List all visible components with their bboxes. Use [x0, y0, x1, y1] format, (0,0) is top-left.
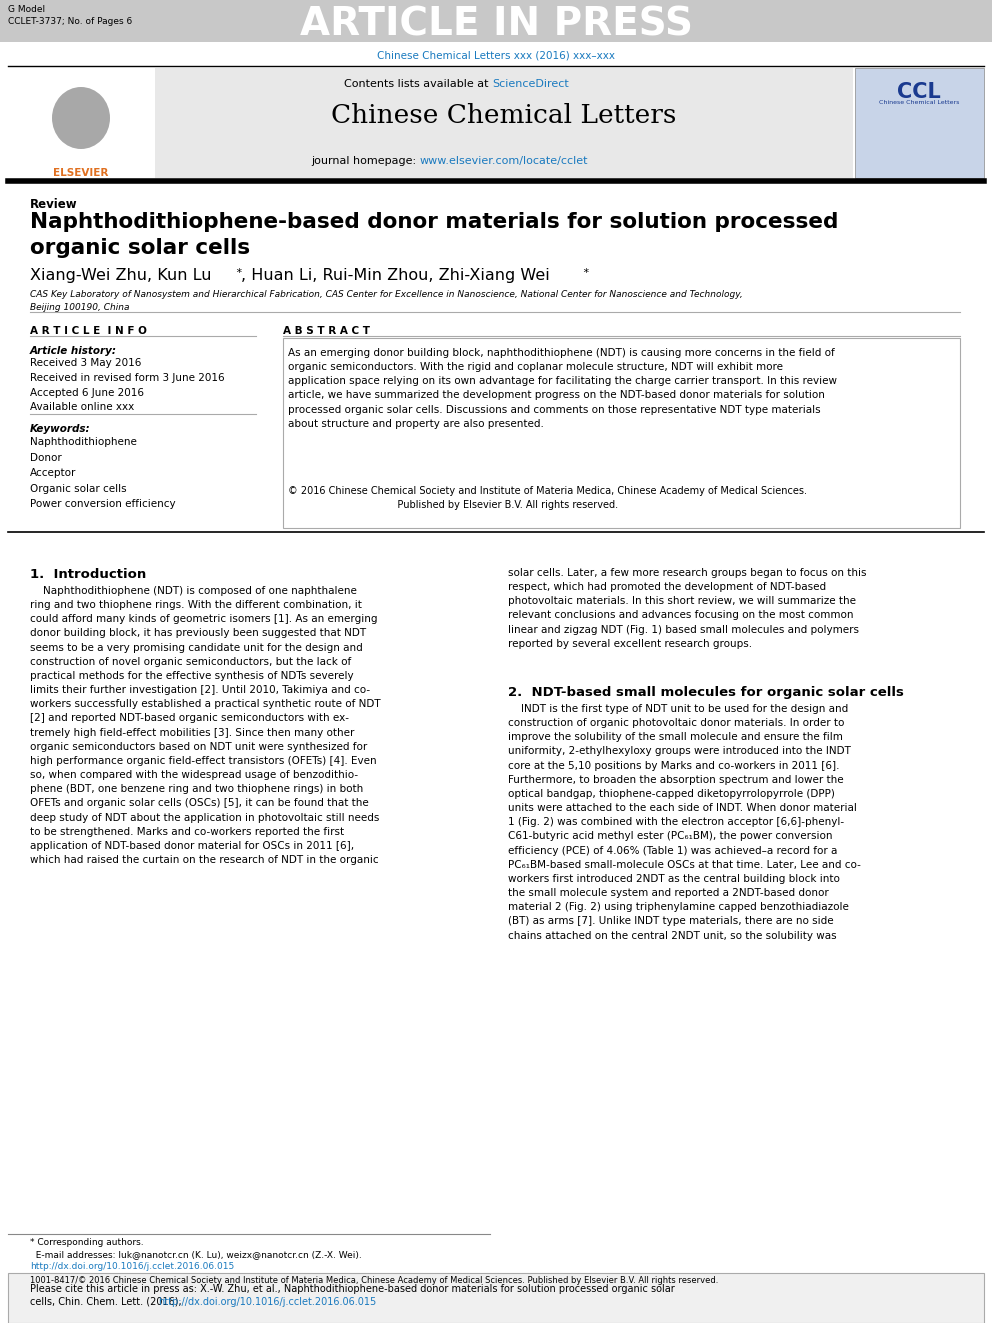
Text: Chinese Chemical Letters: Chinese Chemical Letters — [331, 103, 677, 128]
Bar — [855, 67, 984, 179]
Text: , Huan Li, Rui-Min Zhou, Zhi-Xiang Wei: , Huan Li, Rui-Min Zhou, Zhi-Xiang Wei — [241, 269, 550, 283]
Ellipse shape — [52, 87, 110, 149]
Bar — [283, 337, 960, 528]
Bar — [8, 67, 155, 179]
Text: Keywords:: Keywords: — [30, 423, 90, 434]
Text: CAS Key Laboratory of Nanosystem and Hierarchical Fabrication, CAS Center for Ex: CAS Key Laboratory of Nanosystem and Hie… — [30, 290, 743, 311]
Text: Naphthodithiophene
Donor
Acceptor
Organic solar cells
Power conversion efficienc: Naphthodithiophene Donor Acceptor Organi… — [30, 437, 176, 509]
Text: http://dx.doi.org/10.1016/j.cclet.2016.06.015: http://dx.doi.org/10.1016/j.cclet.2016.0… — [30, 1262, 234, 1271]
Text: G Model
CCLET-3737; No. of Pages 6: G Model CCLET-3737; No. of Pages 6 — [8, 5, 132, 26]
Text: 2.  NDT-based small molecules for organic solar cells: 2. NDT-based small molecules for organic… — [508, 687, 904, 699]
Bar — [0, 0, 992, 42]
Text: Review: Review — [30, 198, 77, 210]
Text: CCL: CCL — [897, 82, 940, 102]
Text: *: * — [233, 269, 242, 278]
Text: As an emerging donor building block, naphthodithiophene (NDT) is causing more co: As an emerging donor building block, nap… — [288, 348, 837, 429]
Text: Naphthodithiophene-based donor materials for solution processed
organic solar ce: Naphthodithiophene-based donor materials… — [30, 212, 838, 258]
Text: 1.  Introduction: 1. Introduction — [30, 568, 146, 581]
Text: A B S T R A C T: A B S T R A C T — [283, 325, 370, 336]
Text: Received 3 May 2016
Received in revised form 3 June 2016
Accepted 6 June 2016
Av: Received 3 May 2016 Received in revised … — [30, 359, 224, 413]
Text: Chinese Chemical Letters xxx (2016) xxx–xxx: Chinese Chemical Letters xxx (2016) xxx–… — [377, 50, 615, 60]
Text: Naphthodithiophene (NDT) is composed of one naphthalene
ring and two thiophene r: Naphthodithiophene (NDT) is composed of … — [30, 586, 381, 865]
Text: © 2016 Chinese Chemical Society and Institute of Materia Medica, Chinese Academy: © 2016 Chinese Chemical Society and Inst… — [288, 486, 807, 509]
Text: INDT is the first type of NDT unit to be used for the design and
construction of: INDT is the first type of NDT unit to be… — [508, 704, 861, 941]
Text: *: * — [580, 269, 589, 278]
Text: A R T I C L E  I N F O: A R T I C L E I N F O — [30, 325, 147, 336]
Text: www.elsevier.com/locate/cclet: www.elsevier.com/locate/cclet — [420, 156, 588, 165]
Text: 1001-8417/© 2016 Chinese Chemical Society and Institute of Materia Medica, Chine: 1001-8417/© 2016 Chinese Chemical Societ… — [30, 1275, 718, 1285]
Text: Xiang-Wei Zhu, Kun Lu: Xiang-Wei Zhu, Kun Lu — [30, 269, 211, 283]
Text: cells, Chin. Chem. Lett. (2016),: cells, Chin. Chem. Lett. (2016), — [30, 1297, 185, 1307]
Text: Please cite this article in press as: X.-W. Zhu, et al., Naphthodithiophene-base: Please cite this article in press as: X.… — [30, 1285, 675, 1294]
Text: ARTICLE IN PRESS: ARTICLE IN PRESS — [300, 7, 692, 44]
Text: * Corresponding authors.
  E-mail addresses: luk@nanotcr.cn (K. Lu), weizx@nanot: * Corresponding authors. E-mail addresse… — [30, 1238, 362, 1259]
Text: Chinese Chemical Letters: Chinese Chemical Letters — [879, 101, 959, 105]
Text: Article history:: Article history: — [30, 347, 117, 356]
Text: ScienceDirect: ScienceDirect — [492, 79, 568, 89]
Text: Contents lists available at: Contents lists available at — [344, 79, 492, 89]
Bar — [155, 67, 853, 179]
Bar — [8, 1273, 984, 1323]
Text: solar cells. Later, a few more research groups began to focus on this
respect, w: solar cells. Later, a few more research … — [508, 568, 866, 648]
Text: http://dx.doi.org/10.1016/j.cclet.2016.06.015: http://dx.doi.org/10.1016/j.cclet.2016.0… — [158, 1297, 376, 1307]
Text: ELSEVIER: ELSEVIER — [54, 168, 109, 179]
Text: journal homepage:: journal homepage: — [311, 156, 420, 165]
